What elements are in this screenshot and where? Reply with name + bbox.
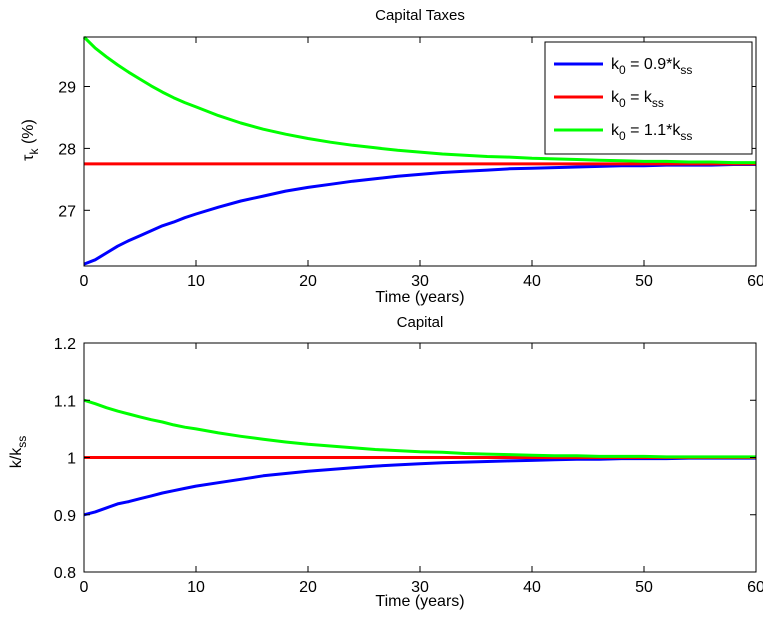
chart-title: Capital <box>397 314 444 331</box>
y-tick-label: 29 <box>58 80 76 97</box>
x-tick-label: 10 <box>187 579 205 596</box>
x-tick-label: 20 <box>299 273 317 290</box>
legend: k0 = 0.9*kss k0 = kss k0 = 1.1*kss <box>544 41 753 155</box>
y-tick-label: 0.9 <box>54 508 76 525</box>
x-tick-label: 40 <box>523 579 541 596</box>
series-line-high-start <box>83 398 756 459</box>
y-tick-label: 28 <box>58 141 76 158</box>
x-axis-label: Time (years) <box>375 289 464 306</box>
x-tick-label: 50 <box>635 579 653 596</box>
axis-ticks: 0 10 20 30 40 50 60 0.8 0.9 1 1.1 1.2 <box>54 336 763 596</box>
x-tick-label: 30 <box>411 273 429 290</box>
plot-marks <box>83 398 756 517</box>
capital-chart: Capital Time (years) k/kss 0 10 20 30 40 50 60… <box>8 314 763 610</box>
y-tick-label: 0.8 <box>54 565 76 582</box>
plot-marks <box>82 35 756 266</box>
legend-label-high-start: k0 = 1.1*kss <box>611 122 692 143</box>
x-tick-label: 60 <box>747 579 763 596</box>
series-line-high-start <box>82 35 756 165</box>
chart-title: Capital Taxes <box>375 7 465 24</box>
plot-frame <box>83 36 757 267</box>
y-tick-label: 1.1 <box>54 393 76 410</box>
series-line-low-start <box>83 163 756 266</box>
legend-label-steady-state: k0 = kss <box>611 89 664 110</box>
x-tick-label: 10 <box>187 273 205 290</box>
x-tick-label: 30 <box>411 579 429 596</box>
x-tick-label: 50 <box>635 273 653 290</box>
x-tick-label: 0 <box>80 273 89 290</box>
plot-frame <box>83 342 757 573</box>
y-tick-label: 1.2 <box>54 336 76 353</box>
x-tick-label: 0 <box>80 579 89 596</box>
x-axis-label: Time (years) <box>375 593 464 610</box>
y-axis-label: τk (%) <box>20 119 41 161</box>
y-tick-label: 1 <box>67 451 76 468</box>
x-tick-label: 40 <box>523 273 541 290</box>
y-axis-label: k/kss <box>8 436 29 468</box>
y-tick-label: 27 <box>58 203 76 220</box>
x-tick-label: 60 <box>747 273 763 290</box>
legend-label-low-start: k0 = 0.9*kss <box>611 56 692 77</box>
x-tick-label: 20 <box>299 579 317 596</box>
capital-taxes-chart: Capital Taxes Time (years) τk (%) 0 10 20 3… <box>20 7 763 306</box>
